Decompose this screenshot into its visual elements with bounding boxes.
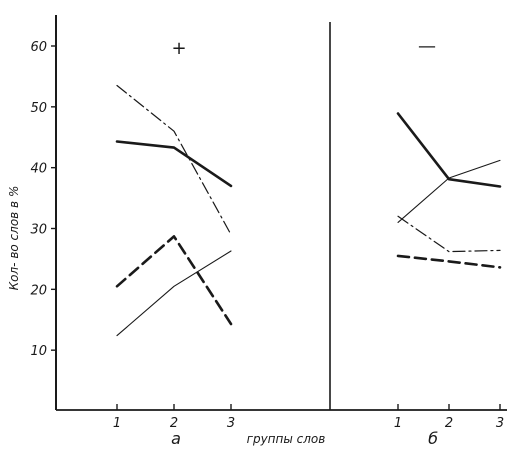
series-line-b-solid-thick <box>396 112 502 188</box>
panel-sign-a: + <box>171 38 186 59</box>
x-tick-label: 2 <box>445 416 453 431</box>
y-tick-label: 10 <box>30 344 47 359</box>
y-tick-label: 20 <box>30 283 47 298</box>
series-layer <box>115 84 502 337</box>
x-tick-label: 1 <box>113 416 121 431</box>
series-line-a-dashed-thick <box>115 235 233 326</box>
series-line-a-dash-dot <box>116 84 232 236</box>
y-tick-label: 50 <box>30 101 47 116</box>
series-line-a-solid-thick <box>115 140 233 188</box>
x-tick-label: 3 <box>227 416 235 431</box>
series-line-b-dash-dot <box>397 215 501 253</box>
panel-label-b: б <box>428 429 438 448</box>
panel-sign-b: — <box>418 36 436 57</box>
x-tick-label: 1 <box>394 416 402 431</box>
x-tick-label: 2 <box>170 416 178 431</box>
series-line-b-solid-thin <box>397 159 501 223</box>
y-tick-label: 40 <box>30 162 47 177</box>
series-line-a-solid-thin <box>116 250 232 337</box>
y-ticks: 10 20 30 40 50 60 <box>30 40 56 359</box>
x-ticks: 1 2 3 1 2 3 <box>113 404 504 431</box>
y-axis-title: Кол- во слов в % <box>7 186 21 291</box>
axes <box>55 15 507 411</box>
y-tick-label: 30 <box>30 223 47 238</box>
panel-label-a: а <box>171 429 181 448</box>
x-tick-label: 3 <box>496 416 504 431</box>
x-axis-title: группы слов <box>247 432 326 446</box>
series-line-b-dashed-thick <box>396 254 502 269</box>
y-tick-label: 60 <box>30 40 47 55</box>
